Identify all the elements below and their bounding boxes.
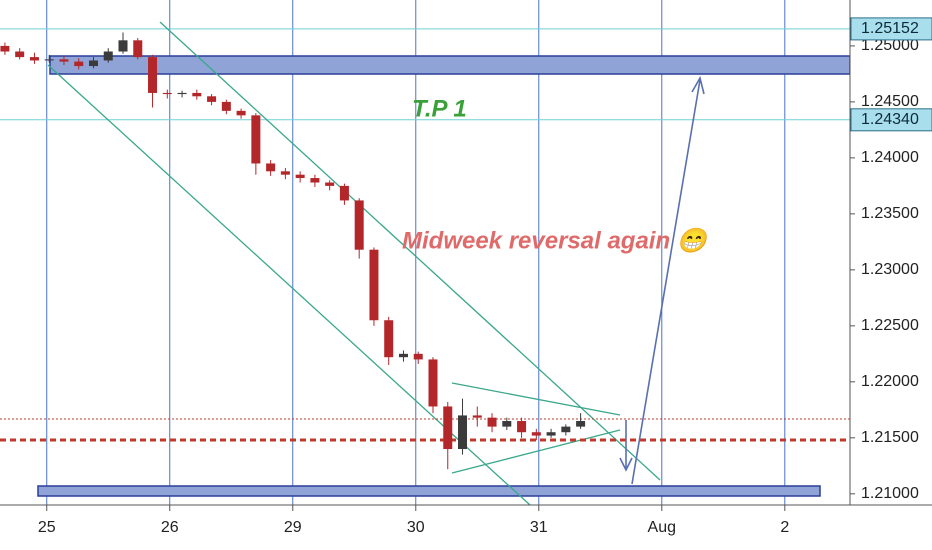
annotation: T.P 1 [412, 95, 467, 122]
y-tick-label: 1.23500 [861, 205, 919, 222]
channel-upper [159, 21, 661, 481]
arrow-up [631, 75, 705, 485]
candle-body [531, 432, 541, 436]
price-label-box [850, 17, 932, 41]
y-tick-label: 1.22000 [861, 373, 919, 390]
candle-body [576, 421, 586, 427]
candle-body [546, 432, 556, 436]
candle-body [384, 320, 394, 358]
triangle-upper [451, 382, 621, 416]
candle-body [118, 40, 128, 52]
candle-body [0, 45, 10, 52]
candle-body [369, 249, 379, 321]
x-tick-label: 31 [530, 519, 548, 536]
candle-body [44, 59, 54, 61]
candle-body [517, 421, 527, 433]
candle-body [221, 101, 231, 111]
candle-body [561, 426, 571, 433]
candle-body [148, 57, 158, 93]
candle-body [74, 61, 84, 67]
candle-body [428, 359, 438, 407]
y-tick-label: 1.25000 [861, 37, 919, 54]
candle-body [162, 92, 172, 95]
candle-body [251, 115, 261, 164]
candles [0, 32, 586, 470]
y-tick-label: 1.21000 [861, 485, 919, 502]
price-axis [850, 0, 932, 550]
triangle-lower [451, 429, 621, 474]
candle-body [236, 110, 246, 116]
resistance-zone [49, 55, 851, 75]
y-tick-label: 1.22500 [861, 317, 919, 334]
x-tick-label: 29 [284, 519, 302, 536]
candle-body [177, 92, 187, 95]
y-tick-label: 1.24500 [861, 93, 919, 110]
candle-body [458, 415, 468, 450]
price-label: 1.24340 [861, 111, 919, 128]
candle-body [339, 185, 349, 201]
candle-body [310, 178, 320, 183]
grid [0, 0, 850, 505]
candle-body [207, 96, 217, 102]
candle-body [398, 353, 408, 358]
x-tick-label: Aug [648, 519, 676, 536]
arrow-down [619, 420, 633, 472]
x-tick-label: 30 [407, 519, 425, 536]
price-label: 1.25152 [861, 20, 919, 37]
x-tick-label: 25 [38, 519, 56, 536]
y-tick-label: 1.23000 [861, 261, 919, 278]
candle-body [280, 171, 290, 175]
x-tick-label: 26 [161, 519, 179, 536]
candle-body [59, 59, 69, 62]
annotation: Midweek reversal again 😁 [402, 227, 710, 254]
candle-body [15, 51, 25, 58]
candle-body [413, 353, 423, 360]
candle-body [354, 200, 364, 250]
x-tick-label: 2 [780, 519, 789, 536]
support-zone [37, 485, 821, 497]
candle-body [472, 415, 482, 418]
y-tick-label: 1.24000 [861, 149, 919, 166]
candle-body [325, 182, 335, 186]
price-label-box [850, 108, 932, 132]
candle-body [502, 421, 512, 427]
y-tick-label: 1.21500 [861, 429, 919, 446]
candle-body [103, 51, 113, 61]
candle-body [487, 417, 497, 427]
candle-body [192, 92, 202, 97]
arrow [619, 75, 705, 485]
candle-body [266, 163, 276, 172]
candle-body [88, 60, 98, 67]
candle-body [133, 40, 143, 58]
candle-body [295, 174, 305, 179]
candle-body [29, 57, 39, 61]
candle-body [443, 406, 453, 450]
